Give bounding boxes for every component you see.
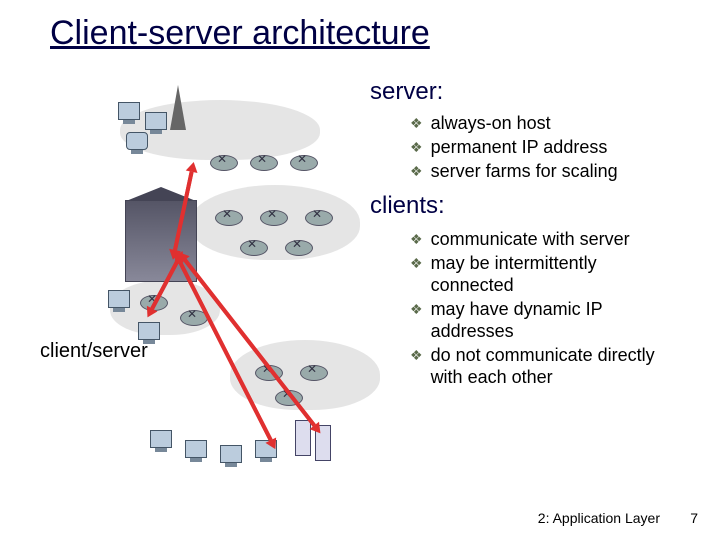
router-icon <box>300 365 328 381</box>
router-icon <box>285 240 313 256</box>
cell-tower-icon <box>170 85 186 130</box>
diamond-bullet-icon: ❖ <box>410 136 423 158</box>
list-item: ❖ do not communicate directly with each … <box>390 344 681 388</box>
router-icon <box>210 155 238 171</box>
desktop-icon <box>185 440 207 458</box>
diamond-bullet-icon: ❖ <box>410 252 423 274</box>
clients-bullet-list: ❖ communicate with server ❖ may be inter… <box>390 228 681 390</box>
list-item: ❖ may be intermittently connected <box>390 252 681 296</box>
laptop-icon <box>145 112 167 130</box>
server-rack-icon <box>295 420 311 456</box>
router-icon <box>215 210 243 226</box>
bullet-text: do not communicate directly with each ot… <box>431 344 681 388</box>
desktop-icon <box>220 445 242 463</box>
router-icon <box>290 155 318 171</box>
page-number: 7 <box>690 510 698 526</box>
clients-heading: clients: <box>370 192 445 220</box>
router-icon <box>250 155 278 171</box>
bullet-text: communicate with server <box>431 228 630 250</box>
bullet-text: server farms for scaling <box>431 160 618 182</box>
router-icon <box>305 210 333 226</box>
server-heading: server: <box>370 78 443 106</box>
footer-text: 2: Application Layer <box>538 510 660 526</box>
router-icon <box>240 240 268 256</box>
server-bullet-list: ❖ always-on host ❖ permanent IP address … <box>390 112 618 184</box>
bullet-text: may have dynamic IP addresses <box>431 298 681 342</box>
desktop-icon <box>108 290 130 308</box>
bullet-text: may be intermittently connected <box>431 252 681 296</box>
list-item: ❖ always-on host <box>390 112 618 134</box>
desktop-icon <box>150 430 172 448</box>
laptop-icon <box>118 102 140 120</box>
car-icon <box>126 132 148 150</box>
bullet-text: always-on host <box>431 112 551 134</box>
slide-title: Client-server architecture <box>50 14 430 53</box>
diamond-bullet-icon: ❖ <box>410 112 423 134</box>
bullet-text: permanent IP address <box>431 136 608 158</box>
network-diagram <box>100 90 380 470</box>
diamond-bullet-icon: ❖ <box>410 160 423 182</box>
diamond-bullet-icon: ❖ <box>410 298 423 320</box>
list-item: ❖ permanent IP address <box>390 136 618 158</box>
list-item: ❖ server farms for scaling <box>390 160 618 182</box>
diamond-bullet-icon: ❖ <box>410 344 423 366</box>
diamond-bullet-icon: ❖ <box>410 228 423 250</box>
desktop-icon <box>138 322 160 340</box>
list-item: ❖ may have dynamic IP addresses <box>390 298 681 342</box>
list-item: ❖ communicate with server <box>390 228 681 250</box>
router-icon <box>260 210 288 226</box>
